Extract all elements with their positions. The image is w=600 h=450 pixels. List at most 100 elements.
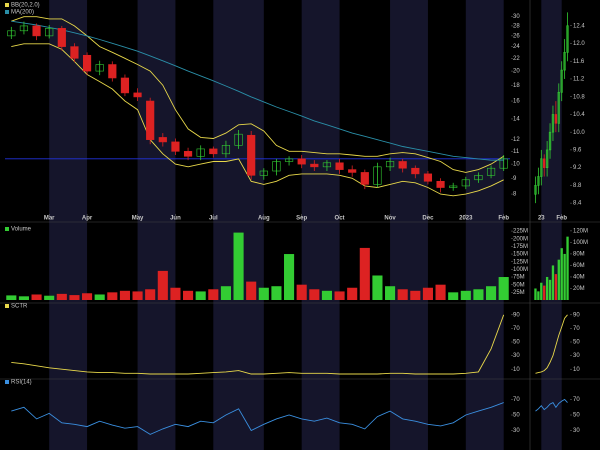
y-tick-label: 20 <box>513 69 520 75</box>
legend-label: MA(200) <box>11 10 34 16</box>
volume-bar <box>359 247 370 300</box>
candle-body <box>534 185 537 195</box>
y-tick-label: 50 <box>513 340 520 346</box>
candle-body <box>284 158 294 162</box>
y-tick-label: 225M <box>513 229 528 235</box>
volume-bar <box>543 285 546 300</box>
volume-bar <box>233 232 244 300</box>
candle-body <box>411 167 420 175</box>
month-band <box>465 0 504 450</box>
x-tick-label: May <box>132 216 144 222</box>
volume-bar <box>258 287 269 300</box>
x-tick-label: Nov <box>384 216 396 222</box>
volume-bar <box>448 292 459 300</box>
y-tick-label: 12.4 <box>573 23 585 29</box>
y-tick-label: 12.0 <box>573 41 585 47</box>
volume-bar <box>537 291 540 300</box>
volume-bar <box>18 296 29 300</box>
candle-body <box>563 52 566 71</box>
volume-bar <box>107 292 118 300</box>
candle-body <box>499 158 508 169</box>
y-tick-label: 9.6 <box>573 147 582 153</box>
candle-body <box>474 175 483 181</box>
month-band <box>137 0 176 450</box>
y-tick-label: 100M <box>573 240 588 246</box>
legend-swatch <box>5 227 9 231</box>
y-tick-label: 9.2 <box>573 165 582 171</box>
y-tick-label: 30 <box>513 428 520 434</box>
volume-bar <box>548 279 552 300</box>
legend-label: Volume <box>11 227 32 233</box>
y-tick-label: 50M <box>513 282 525 288</box>
volume-bar <box>309 289 320 300</box>
volume-bar <box>56 293 67 300</box>
y-tick-label: 20M <box>573 286 585 292</box>
x-tick-label: Apr <box>82 216 93 222</box>
volume-bar <box>435 284 446 300</box>
y-tick-label: 28 <box>513 24 520 30</box>
candle-body <box>70 46 79 59</box>
volume-bar <box>385 286 396 300</box>
volume-bar <box>551 265 555 300</box>
candle-body <box>171 141 180 152</box>
x-tick-label: Mar <box>44 216 55 222</box>
volume-bar <box>246 281 257 300</box>
volume-bar <box>560 248 563 300</box>
x-tick-label: Feb <box>498 216 509 222</box>
candle-body <box>45 28 54 37</box>
candle-body <box>551 114 555 133</box>
y-tick-label: 120M <box>573 228 588 234</box>
x-tick-label: 2023 <box>459 216 473 222</box>
candle-body <box>133 92 142 98</box>
volume-bar <box>208 289 219 300</box>
legend-swatch <box>5 380 9 384</box>
volume-bar <box>372 275 383 300</box>
y-tick-label: 75M <box>513 275 525 281</box>
y-tick-label: 11 <box>513 149 520 155</box>
volume-bar <box>347 287 358 300</box>
volume-bar <box>397 289 408 300</box>
volume-bar <box>540 282 543 300</box>
candle-body <box>373 166 382 185</box>
candle-body <box>486 167 496 176</box>
candle-body <box>82 54 92 72</box>
y-tick-label: 50 <box>513 413 520 419</box>
candle-body <box>272 161 281 172</box>
y-tick-label: 30 <box>513 14 520 20</box>
y-tick-label: 70 <box>513 397 520 403</box>
y-tick-label: 16 <box>513 99 520 105</box>
y-tick-label: 150M <box>513 252 528 258</box>
y-tick-label: 30 <box>513 353 520 359</box>
volume-bar <box>554 274 558 300</box>
candle-body <box>310 163 319 168</box>
volume-bar <box>82 293 93 300</box>
y-tick-label: 10.4 <box>573 112 585 118</box>
volume-bar <box>69 295 80 300</box>
volume-bar <box>473 289 484 300</box>
y-tick-label: 10 <box>513 162 520 168</box>
candle-body <box>247 134 256 176</box>
y-tick-label: 70 <box>573 326 580 332</box>
indicator-line <box>11 314 505 375</box>
legend-label: BB(20,2.0) <box>11 3 40 9</box>
volume-bar <box>132 291 143 300</box>
y-tick-label: 200M <box>513 236 528 242</box>
overlay-line <box>11 43 504 197</box>
month-band <box>49 0 88 450</box>
y-tick-label: 12 <box>513 137 520 143</box>
candle-body <box>560 69 563 93</box>
x-tick-label: Sep <box>296 216 307 222</box>
volume-bar <box>534 288 537 300</box>
volume-bar <box>422 287 433 300</box>
month-band <box>213 0 264 450</box>
x-tick-label: Jun <box>170 216 181 222</box>
x-tick-label: 23 <box>538 216 545 222</box>
volume-bar <box>296 284 307 300</box>
indicator-line <box>11 402 504 435</box>
y-tick-label: 40M <box>573 275 585 281</box>
candle-body <box>566 25 569 53</box>
candle-body <box>209 148 218 155</box>
y-tick-label: 25M <box>513 290 525 296</box>
candle-body <box>557 91 560 124</box>
y-tick-label: 100M <box>513 267 528 273</box>
